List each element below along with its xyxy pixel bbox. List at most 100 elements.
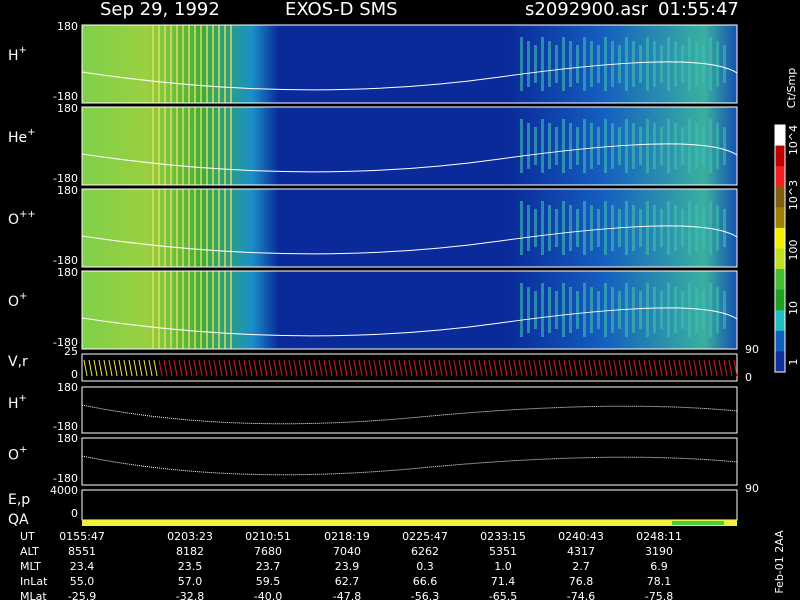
stripe [224, 25, 226, 103]
stripe [590, 123, 593, 169]
vr-tick [453, 359, 458, 377]
stripe [224, 271, 226, 349]
vr-tick [693, 359, 698, 377]
stripe [520, 119, 523, 173]
panel-label: He+ [8, 127, 36, 146]
stripe [674, 123, 677, 169]
stripe [604, 37, 607, 91]
stripe [194, 107, 196, 185]
cell: 5351 [489, 545, 517, 558]
vr-tick [203, 359, 208, 377]
vr-tick [483, 359, 488, 377]
stripe [653, 205, 656, 251]
stripe [709, 283, 712, 337]
vr-tick [533, 359, 538, 377]
vr-tick [88, 359, 93, 377]
stripe [548, 123, 551, 169]
line-trace [81, 404, 738, 425]
stripe [200, 189, 202, 267]
frame [81, 106, 738, 186]
label-sup: ++ [19, 209, 36, 220]
colorbar-cell [775, 166, 785, 188]
vr-tick [443, 359, 448, 377]
panel-label: E,p [8, 492, 30, 508]
line-panel [81, 386, 738, 434]
stripe [152, 189, 154, 267]
stripe [646, 37, 649, 91]
cell: 0248:11 [636, 530, 682, 543]
stripe [218, 189, 220, 267]
stripe [164, 271, 166, 349]
stripe [176, 107, 178, 185]
vr-tick [298, 359, 303, 377]
colorbar-label: 10^4 [787, 125, 800, 155]
stripe [212, 107, 214, 185]
vr-tick [418, 359, 423, 377]
cell: 76.8 [569, 575, 594, 588]
stripe [152, 271, 154, 349]
stripe [182, 25, 184, 103]
stripe [646, 201, 649, 255]
stripe [170, 25, 172, 103]
tick-label: 0 [71, 368, 78, 381]
cell: -40.0 [254, 590, 282, 600]
stripe [230, 25, 232, 103]
vr-tick [473, 359, 478, 377]
stripe [590, 287, 593, 333]
vr-tick [423, 359, 428, 377]
vr-tick [593, 359, 598, 377]
cell: 66.6 [413, 575, 438, 588]
colorbar-cell [775, 289, 785, 311]
cell: 8551 [68, 545, 96, 558]
vr-tick [398, 359, 403, 377]
stripe [660, 45, 663, 83]
colorbar-label: 100 [787, 240, 800, 261]
stripe [681, 291, 684, 329]
tick-label: -180 [53, 254, 78, 267]
stripe [188, 107, 190, 185]
vr-tick [393, 359, 398, 377]
cell: 4317 [567, 545, 595, 558]
vr-tick [98, 359, 103, 377]
line-trace [81, 455, 738, 476]
vr-tick [653, 359, 658, 377]
stripe [555, 127, 558, 165]
tick-label: -180 [53, 90, 78, 103]
header: Sep 29, 1992 EXOS-D SMS s2092900.asr 01:… [100, 0, 739, 20]
stripe [569, 205, 572, 251]
stripe [158, 189, 160, 267]
stripe [688, 119, 691, 173]
stripe [188, 271, 190, 349]
vr-tick [353, 359, 358, 377]
stripe [176, 25, 178, 103]
stripe [158, 25, 160, 103]
vr-tick [208, 359, 213, 377]
cell: 23.7 [256, 560, 281, 573]
qa-bar [82, 520, 737, 526]
stripe [625, 283, 628, 337]
stripe [218, 271, 220, 349]
stripe [200, 271, 202, 349]
stripe [534, 45, 537, 83]
vr-tick [643, 359, 648, 377]
cell: 0203:23 [167, 530, 213, 543]
label-base: O [8, 212, 19, 228]
stripe [555, 291, 558, 329]
vr-tick [348, 359, 353, 377]
colorbar-cell [775, 145, 785, 167]
stripe [632, 41, 635, 87]
tick-label: 0 [71, 507, 78, 520]
panel-label: O+ [8, 291, 27, 310]
stripe [158, 107, 160, 185]
vr-tick [238, 359, 243, 377]
vr-tick [313, 359, 318, 377]
cell: 23.4 [70, 560, 95, 573]
stripe [200, 107, 202, 185]
tick-label: 25 [64, 345, 78, 358]
cell: 0225:47 [402, 530, 448, 543]
stripe [182, 271, 184, 349]
vr-tick [573, 359, 578, 377]
label-base: He [8, 130, 27, 146]
stripe [212, 189, 214, 267]
vr-tick [633, 359, 638, 377]
